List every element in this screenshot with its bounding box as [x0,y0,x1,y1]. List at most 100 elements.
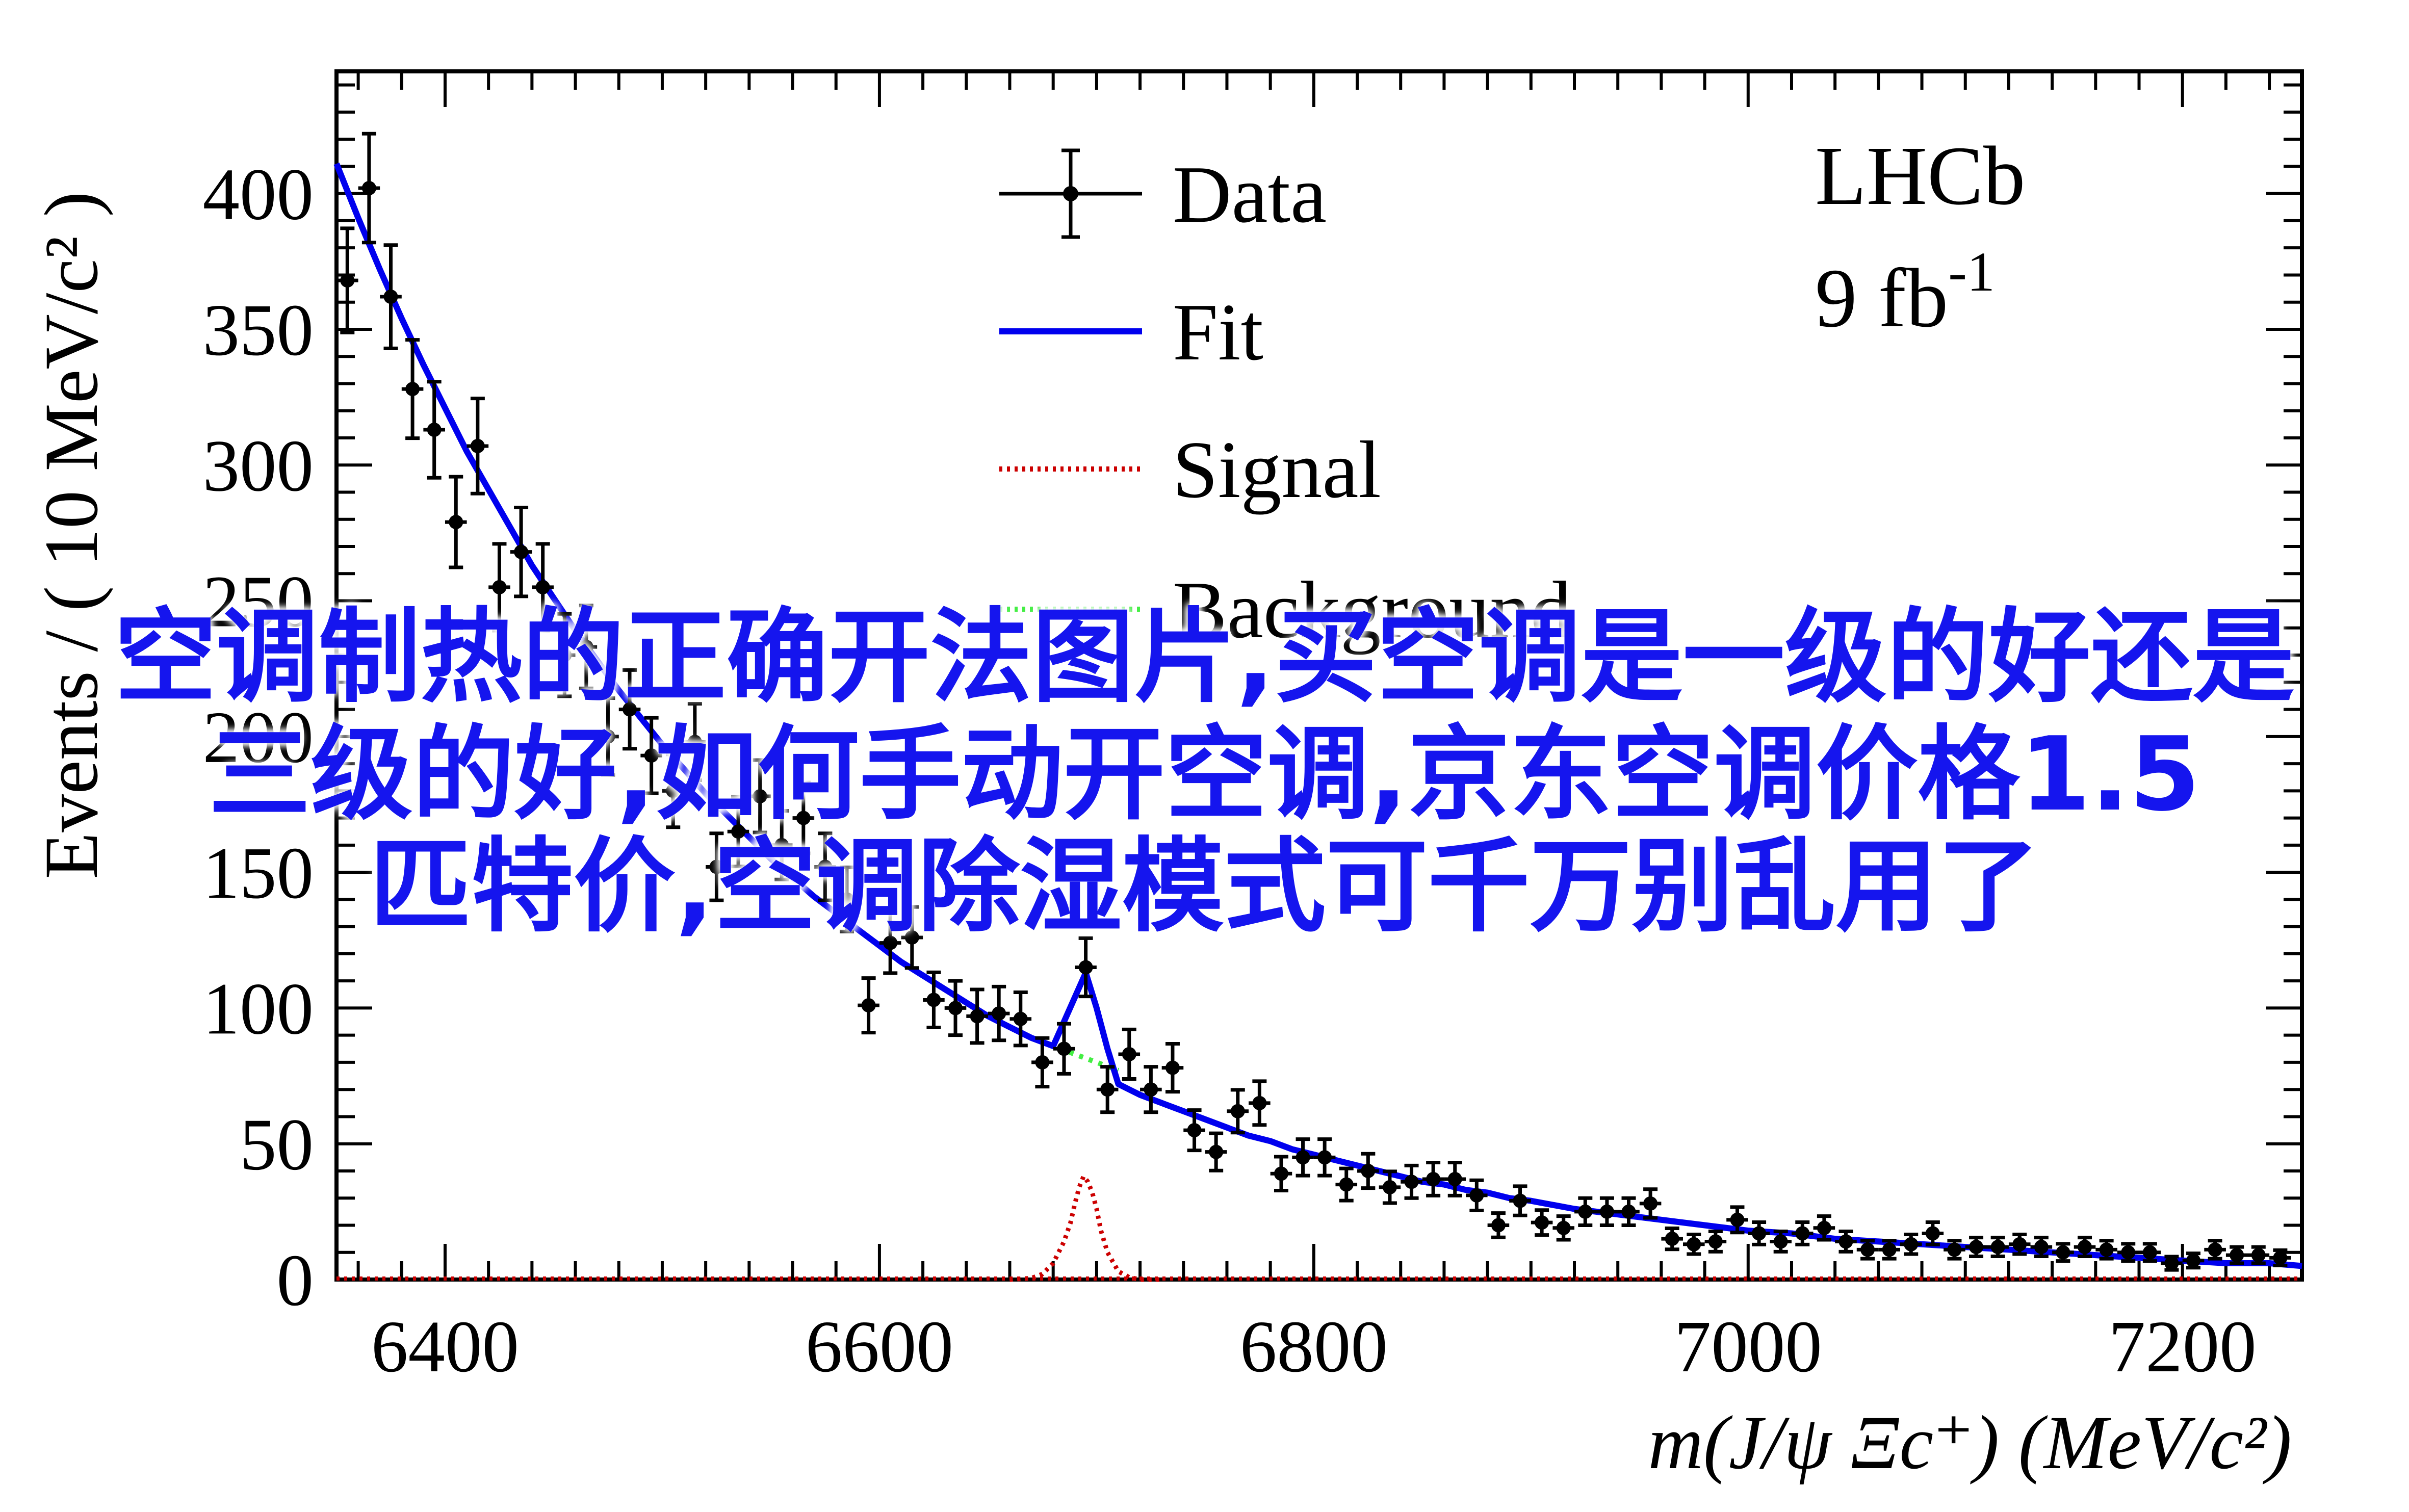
data-marker [992,1006,1006,1021]
data-marker [1252,1096,1267,1110]
data-marker [1904,1237,1919,1252]
y-tick-label: 350 [203,290,314,371]
data-marker [2273,1250,2288,1265]
data-point [467,397,489,496]
data-point [706,831,728,902]
data-point [901,905,923,970]
data-marker [1708,1234,1723,1249]
data-point [2182,1252,2205,1270]
data-marker [383,290,398,304]
data-point [1704,1230,1727,1254]
data-point [1487,1211,1510,1239]
data-marker [1882,1242,1897,1257]
data-point [380,243,402,350]
overlay-text-line-2: 三级的好,如何手动开空调,京东空调价格1.5 [209,715,2200,834]
data-marker [1274,1166,1288,1181]
data-point [1444,1161,1466,1197]
data-point [1401,1163,1422,1200]
data-marker [926,993,941,1007]
data-point [858,976,879,1035]
x-tick-label: 6800 [1240,1306,1388,1388]
data-point [1639,1187,1662,1220]
data-marker [2186,1253,2201,1268]
data-point [575,604,598,690]
data-marker [1817,1220,1831,1235]
x-tick-label: 7000 [1674,1306,1822,1388]
data-point [1856,1239,1879,1261]
data-marker [1469,1188,1484,1203]
data-point [553,612,576,698]
data-marker [1556,1220,1571,1235]
data-point [727,795,749,869]
data-point [532,542,554,633]
data-marker [1056,1041,1071,1056]
data-point [966,987,988,1045]
data-point [336,226,358,334]
data-marker [1230,1104,1245,1118]
data-marker [405,382,420,397]
data-point [488,542,510,633]
data-marker [2099,1242,2114,1257]
data-point [2269,1248,2291,1267]
data-marker [2012,1237,2027,1252]
data-point [2225,1245,2248,1265]
data-marker [535,580,550,594]
data-marker [840,892,854,907]
data-point [1161,1042,1184,1094]
data-point [1791,1220,1814,1246]
data-point [814,831,836,902]
data-marker [1122,1047,1136,1061]
data-point [923,970,945,1029]
data-marker [1795,1226,1810,1241]
data-marker [340,273,355,288]
data-marker [687,735,702,749]
data-point [1270,1155,1292,1193]
data-marker [1621,1204,1636,1219]
data-point [1205,1131,1227,1172]
y-tick-label: 100 [203,968,314,1050]
data-marker [492,580,507,594]
luminosity-label: 9 fb-1 [1815,241,1995,345]
data-marker [1165,1060,1180,1075]
data-marker [1317,1150,1332,1165]
data-marker [1035,1055,1050,1070]
data-point [879,910,901,975]
data-marker [514,544,529,559]
data-point [1031,1036,1053,1089]
data-marker [1947,1242,1962,1257]
data-point [1900,1233,1922,1256]
data-marker [774,838,789,852]
legend-item-fit: Fit [999,286,1263,377]
data-point [1096,1065,1119,1114]
legend-item-data: Data [999,148,1327,240]
data-marker [2208,1242,2222,1257]
data-point [2052,1242,2074,1263]
data-marker [1643,1196,1658,1211]
luminosity-base: 9 fb [1815,251,1948,345]
data-marker [1296,1150,1310,1165]
data-marker [1339,1177,1354,1192]
data-marker [861,998,876,1013]
data-point [2139,1242,2161,1263]
plot-frame [334,69,2304,1282]
data-marker [644,748,659,763]
x-tick-label: 7200 [2109,1306,2257,1388]
y-tick-label: 150 [203,832,314,914]
x-tick-label: 6600 [806,1306,953,1388]
lhcb-label: LHCb [1815,129,2026,222]
data-point [1748,1220,1770,1246]
data-point [2095,1239,2117,1261]
data-point [2074,1236,2096,1259]
data-marker [1078,960,1093,975]
data-point [2161,1255,2183,1272]
data-point [1357,1152,1379,1190]
data-marker [1491,1218,1506,1233]
legend-label-signal: Signal [1173,424,1381,515]
data-marker [2251,1248,2266,1263]
data-point [1118,1027,1141,1081]
data-point [1813,1214,1835,1242]
data-marker [623,702,637,717]
data-point [358,132,380,245]
y-tick-label: 400 [203,154,314,236]
